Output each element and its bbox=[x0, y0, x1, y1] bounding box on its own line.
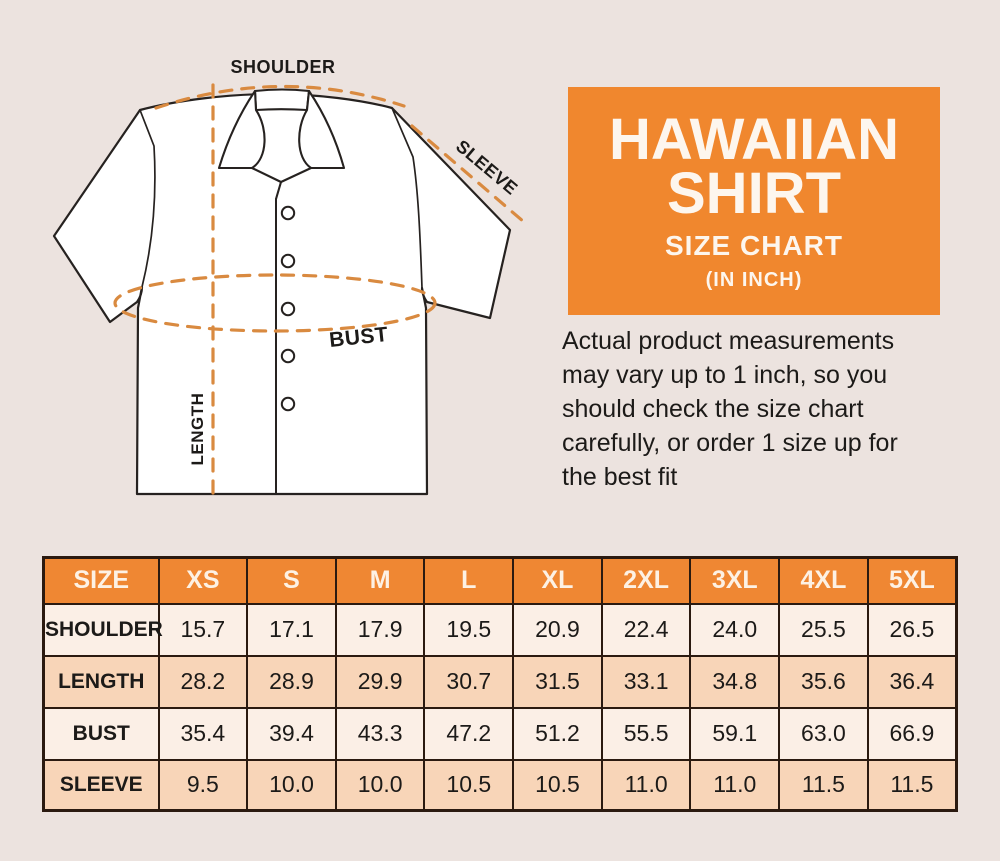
svg-text:(IN INCH): (IN INCH) bbox=[706, 269, 803, 291]
svg-text:SHOULDER: SHOULDER bbox=[230, 57, 335, 77]
svg-text:SHIRT: SHIRT bbox=[667, 161, 841, 226]
svg-text:carefully, or order 1 size up: carefully, or order 1 size up for bbox=[562, 429, 898, 457]
svg-text:Actual product measurements: Actual product measurements bbox=[562, 327, 894, 355]
svg-text:the best fit: the best fit bbox=[562, 463, 677, 491]
svg-text:may vary up to 1 inch, so you: may vary up to 1 inch, so you bbox=[562, 361, 887, 389]
svg-text:SIZE CHART: SIZE CHART bbox=[665, 230, 843, 261]
svg-text:should check the size chart: should check the size chart bbox=[562, 395, 864, 423]
svg-text:LENGTH: LENGTH bbox=[188, 393, 207, 466]
